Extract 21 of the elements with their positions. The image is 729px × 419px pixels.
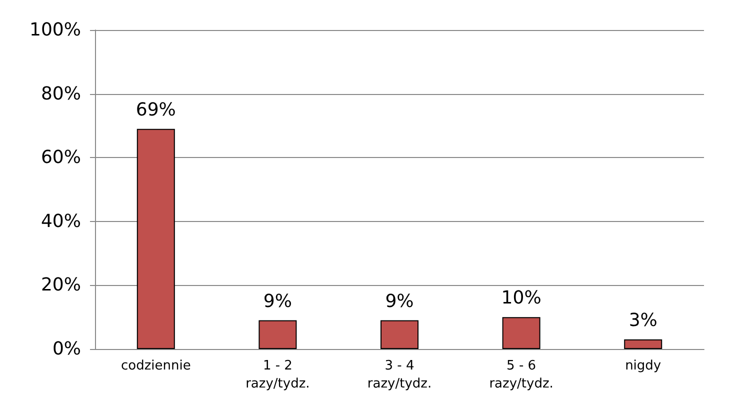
bar bbox=[136, 128, 175, 349]
y-tick-label: 0% bbox=[52, 338, 81, 360]
bar bbox=[502, 317, 540, 349]
x-tick-label: nigdy bbox=[625, 358, 662, 374]
data-label: 9% bbox=[385, 290, 414, 312]
bar bbox=[380, 320, 418, 349]
x-tick-label: codziennie bbox=[120, 358, 191, 374]
bar bbox=[624, 339, 662, 349]
y-tick-label: 80% bbox=[40, 83, 81, 104]
y-tick-label: 20% bbox=[40, 274, 81, 296]
y-tick-label: 100% bbox=[30, 20, 81, 40]
y-tick-label: 60% bbox=[40, 147, 81, 168]
bar bbox=[258, 320, 297, 349]
y-tick-label: 40% bbox=[40, 210, 81, 232]
x-tick-label: 5 - 6 razy/tydz. bbox=[489, 358, 554, 392]
data-label: 69% bbox=[136, 99, 176, 120]
data-label: 9% bbox=[263, 290, 292, 312]
x-tick-label: 1 - 2 razy/tydz. bbox=[246, 358, 310, 392]
x-tick-label: 3 - 4 razy/tydz. bbox=[367, 358, 432, 392]
data-label: 3% bbox=[628, 310, 658, 331]
data-label: 10% bbox=[501, 288, 542, 309]
